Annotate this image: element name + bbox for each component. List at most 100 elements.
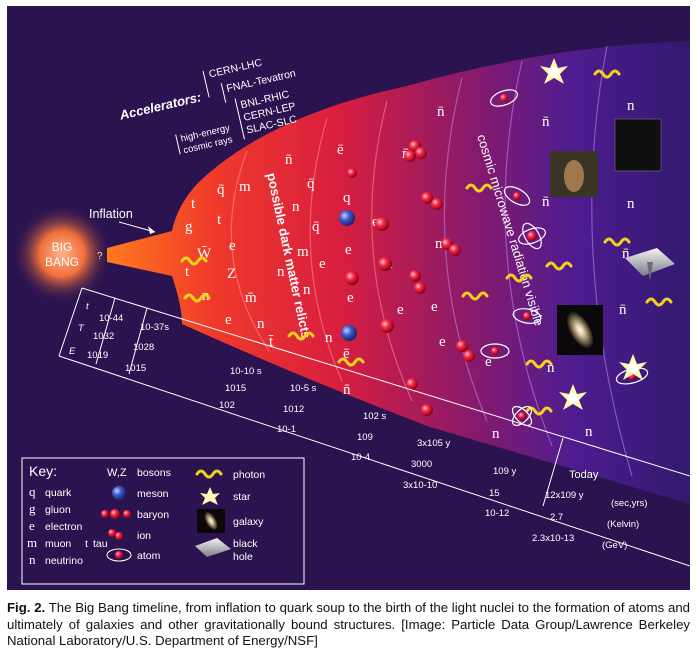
baryon (449, 244, 461, 256)
band-arc-6 (591, 45, 633, 477)
particle-e: e (397, 302, 404, 318)
col4-energy: 10-4 (351, 452, 370, 463)
meson (341, 325, 357, 341)
baryon (415, 147, 427, 159)
particle-m: m (297, 244, 309, 260)
photon (645, 297, 673, 307)
key-galaxy-core (204, 511, 218, 531)
inflation-arrowhead (148, 226, 155, 234)
particle-n: n (547, 360, 555, 376)
key-label-ion: ion (137, 530, 151, 542)
key-atom-icon (106, 548, 132, 562)
baryon (375, 217, 389, 231)
star (540, 58, 568, 84)
baryon (409, 270, 421, 282)
black-hole (625, 248, 675, 281)
col0-temp: 1032 (93, 331, 114, 342)
key-atom-core (115, 551, 123, 559)
atom (511, 405, 533, 427)
particle-n: n (627, 196, 635, 212)
key-sym-gluon: g (29, 501, 36, 516)
atom (503, 186, 531, 206)
key-label-galaxy: galaxy (233, 516, 264, 528)
photon (593, 69, 621, 79)
timeline-divider (128, 307, 148, 375)
star (619, 354, 647, 380)
key-title: Key: (29, 463, 57, 479)
col5-time: 3x105 y (417, 438, 451, 449)
photon (287, 331, 315, 341)
big-bang-question-mark: ? (97, 251, 103, 262)
timeline-grid (58, 287, 690, 567)
photon (603, 237, 631, 247)
particle-nbar: n̄ (343, 382, 351, 398)
atom (518, 222, 546, 250)
key-label-baryon: baryon (137, 509, 169, 521)
col7-energy: 2.3x10-13 (532, 533, 574, 544)
particle-e: e (319, 256, 326, 272)
col7-time: 12x109 y (545, 490, 584, 501)
key-label-meson: meson (137, 488, 169, 500)
key-label-black: black (233, 538, 258, 550)
row-label-T: T (78, 323, 85, 334)
baryons (345, 140, 475, 416)
col7-temp: 2.7 (550, 512, 563, 523)
timeline-divider (542, 437, 564, 507)
col3-energy: 10-1 (277, 424, 296, 435)
key-legend: Key: q quark g gluon e electron m muon t… (21, 457, 305, 585)
key-label-gluon: gluon (45, 504, 71, 516)
particle-qbar: q̄ (312, 219, 320, 235)
big-bang-glow (12, 204, 112, 304)
caption-text: The Big Bang timeline, from inflation to… (7, 600, 690, 648)
accel-bracket-2 (220, 83, 227, 103)
baryon (380, 319, 394, 333)
key-ion-icon (115, 532, 123, 540)
band-arc-2 (309, 117, 343, 382)
key-label-muon: muon (45, 538, 71, 550)
particle-nbar: n̄ (542, 114, 550, 130)
particle-n: n (492, 426, 500, 442)
atom (512, 308, 542, 324)
particle-ebar: ē (337, 142, 344, 158)
mesons (339, 210, 357, 341)
particle-n: n (277, 264, 285, 280)
baryon (421, 192, 433, 204)
col2-time: 10-10 s (230, 366, 262, 377)
big-bang-label-1: BIG (52, 240, 73, 254)
today-label: Today (569, 469, 599, 481)
particle-n: n (585, 424, 593, 440)
key-label-atom: atom (137, 550, 161, 562)
key-meson-icon (112, 486, 126, 500)
stars (540, 58, 647, 410)
key-baryon-icon (101, 510, 109, 518)
key-sym-muon: m (27, 535, 37, 550)
baryon (345, 271, 359, 285)
particle-nbar: n̄ (285, 152, 293, 168)
atom (490, 89, 518, 107)
particle-nbar: n̄ (619, 302, 627, 318)
key-photon-icon (195, 469, 223, 479)
col1-time: 10-37s (140, 322, 169, 333)
photon (505, 273, 533, 283)
col4-temp: 109 (357, 432, 373, 443)
timeline-edge-top (81, 287, 690, 477)
galaxy-core (566, 311, 594, 349)
atoms (480, 89, 649, 427)
particle-t: t (191, 196, 196, 212)
particle-qbar: q̄ (217, 182, 225, 198)
photon (465, 183, 493, 193)
particle-e: e (439, 334, 446, 350)
photon (525, 359, 553, 369)
atom (480, 343, 510, 359)
particle-n: n (292, 199, 300, 215)
particle-e: e (225, 312, 232, 328)
particle-ebar: ē (343, 346, 350, 362)
key-sym-quark: q (29, 484, 36, 499)
key-box (21, 457, 305, 585)
row-label-E: E (69, 346, 76, 357)
timeline-divider (95, 297, 116, 365)
baryon (404, 150, 416, 162)
col2-energy: 102 (219, 400, 235, 411)
col6-temp: 15 (489, 488, 500, 499)
accel-bracket-3 (234, 98, 245, 140)
